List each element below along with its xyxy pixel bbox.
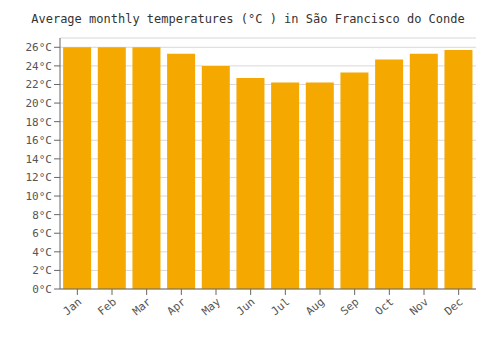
svg-text:0°C: 0°C <box>32 283 52 296</box>
svg-text:14°C: 14°C <box>26 153 53 166</box>
html-text:Average monthly temperatures (: Average monthly temperatures (°C ) in Sã… <box>31 12 465 26</box>
svg-text:Dec: Dec <box>442 295 466 318</box>
svg-text:12°C: 12°C <box>26 171 53 184</box>
svg-text:Jul: Jul <box>269 295 293 318</box>
svg-text:6°C: 6°C <box>32 227 52 240</box>
svg-text:Aug: Aug <box>303 295 327 318</box>
svg-text:Nov: Nov <box>407 295 431 318</box>
svg-text:24°C: 24°C <box>26 60 53 73</box>
svg-text:4°C: 4°C <box>32 246 52 259</box>
svg-text:2°C: 2°C <box>32 264 52 277</box>
svg-text:Jan: Jan <box>61 295 85 318</box>
svg-text:18°C: 18°C <box>26 116 53 129</box>
svg-text:26°C: 26°C <box>26 41 53 54</box>
svg-text:Jun: Jun <box>234 295 258 318</box>
svg-text:Mar: Mar <box>130 295 154 318</box>
svg-text:20°C: 20°C <box>26 97 53 110</box>
svg-text:May: May <box>199 295 223 318</box>
svg-text:16°C: 16°C <box>26 134 53 147</box>
svg-text:Sep: Sep <box>338 295 362 318</box>
svg-text:22°C: 22°C <box>26 78 53 91</box>
svg-text:10°C: 10°C <box>26 190 53 203</box>
svg-text:8°C: 8°C <box>32 209 52 222</box>
svg-text:Apr: Apr <box>165 295 189 318</box>
svg-text:Feb: Feb <box>95 295 119 318</box>
svg-text:Oct: Oct <box>373 295 397 318</box>
